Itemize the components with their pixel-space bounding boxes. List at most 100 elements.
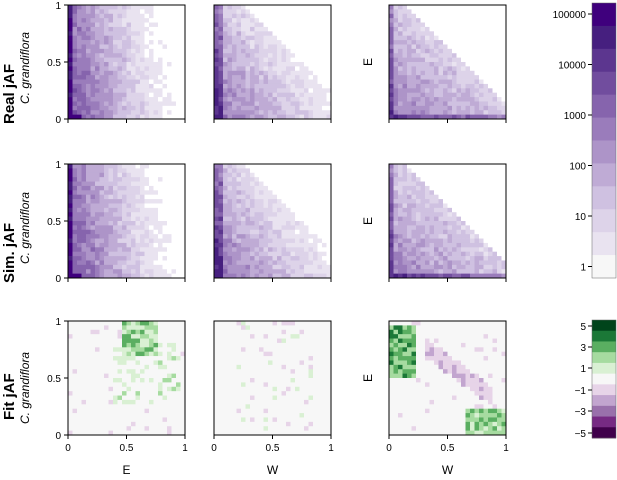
heatmap-cell (322, 251, 327, 257)
heatmap-cell (86, 369, 91, 374)
heatmap-cell (268, 66, 273, 72)
heatmap-cell (214, 190, 219, 196)
heatmap-cell (241, 321, 246, 326)
heatmap-cell (245, 53, 251, 58)
heatmap-cell (104, 413, 109, 418)
heatmap-cell (286, 251, 291, 257)
heatmap-cell (223, 356, 228, 361)
heatmap-cell (474, 105, 480, 111)
heatmap-cell (241, 229, 246, 235)
heatmap-cell (113, 247, 118, 253)
heatmap-cell (236, 221, 242, 226)
heatmap-cell (218, 325, 224, 331)
heatmap-cell (227, 26, 233, 32)
heatmap-cell (461, 242, 466, 248)
heatmap-cell (263, 247, 269, 253)
heatmap-cell (456, 234, 462, 239)
heatmap-cell (81, 5, 87, 10)
heatmap-cell (295, 194, 300, 200)
heatmap-cell (90, 386, 96, 392)
heatmap-cell (126, 413, 132, 418)
heatmap-cell (236, 430, 242, 436)
heatmap-cell (411, 83, 417, 89)
heatmap-cell (81, 399, 87, 405)
heatmap-cell (411, 216, 417, 222)
heatmap-cell (68, 181, 73, 187)
heatmap-cell (126, 13, 132, 19)
heatmap-cell (389, 105, 394, 111)
heatmap-cell (411, 221, 417, 226)
heatmap-cell (268, 221, 273, 226)
heatmap-cell (250, 190, 255, 196)
heatmap-cell (299, 70, 305, 76)
heatmap-cell (135, 391, 141, 396)
heatmap-cell (443, 110, 448, 115)
heatmap-cell (402, 22, 408, 28)
heatmap-cell (272, 44, 278, 50)
heatmap-cell (402, 185, 408, 191)
heatmap-cell (411, 66, 417, 72)
heatmap-cell (223, 264, 228, 270)
heatmap-cell (135, 356, 141, 361)
heatmap-cell (402, 79, 408, 85)
heatmap-cell (465, 92, 471, 98)
heatmap-cell (227, 164, 233, 169)
heatmap-cell (317, 269, 323, 274)
heatmap-cell (180, 48, 186, 54)
heatmap-cell (158, 57, 163, 63)
heatmap-cell (131, 347, 136, 353)
heatmap-cell (68, 273, 73, 279)
heatmap-cell (144, 321, 150, 326)
heatmap-cell (425, 40, 430, 45)
heatmap-cell (117, 44, 123, 50)
heatmap-cell (72, 181, 78, 187)
heatmap-cell (434, 185, 439, 191)
heatmap-cell (389, 79, 394, 85)
heatmap-cell (290, 229, 296, 235)
heatmap-cell (131, 273, 136, 279)
heatmap-cell (465, 256, 471, 261)
heatmap-cell (398, 5, 403, 10)
heatmap-cell (461, 83, 466, 89)
heatmap-cell (461, 22, 466, 28)
heatmap-cell (411, 164, 417, 169)
heatmap-cell (232, 347, 237, 353)
heatmap-cell (501, 185, 507, 191)
heatmap-cell (223, 75, 228, 80)
heatmap-cell (104, 269, 109, 274)
heatmap-cell (501, 181, 507, 187)
heatmap-cell (456, 242, 462, 248)
heatmap-cell (474, 234, 480, 239)
heatmap-cell (317, 181, 323, 187)
heatmap-cell (241, 114, 246, 120)
heatmap-cell (158, 229, 163, 235)
heatmap-cell (90, 356, 96, 361)
heatmap-cell (95, 181, 100, 187)
heatmap-cell (167, 105, 172, 111)
heatmap-cell (317, 53, 323, 58)
heatmap-cell (398, 247, 403, 253)
heatmap-cell (317, 247, 323, 253)
heatmap-cell (313, 44, 318, 50)
heatmap-cell (122, 225, 127, 231)
heatmap-cell (425, 172, 430, 178)
heatmap-cell (447, 79, 453, 85)
heatmap-cell (492, 18, 498, 23)
heatmap-cell (218, 181, 224, 187)
heatmap-cell (227, 364, 233, 370)
heatmap-cell (227, 417, 233, 423)
heatmap-cell (218, 242, 224, 248)
heatmap-cell (158, 216, 163, 222)
heatmap-cell (104, 338, 109, 344)
heatmap-cell (68, 177, 73, 182)
heatmap-cell (483, 5, 489, 10)
heatmap-cell (77, 325, 82, 331)
heatmap-cell (326, 31, 332, 37)
heatmap-cell (438, 114, 444, 120)
heatmap-cell (72, 342, 78, 348)
heatmap-cell (218, 329, 224, 335)
heatmap-cell (411, 190, 417, 196)
heatmap-cell (232, 395, 237, 401)
heatmap-cell (443, 13, 448, 19)
heatmap-cell (153, 18, 159, 23)
